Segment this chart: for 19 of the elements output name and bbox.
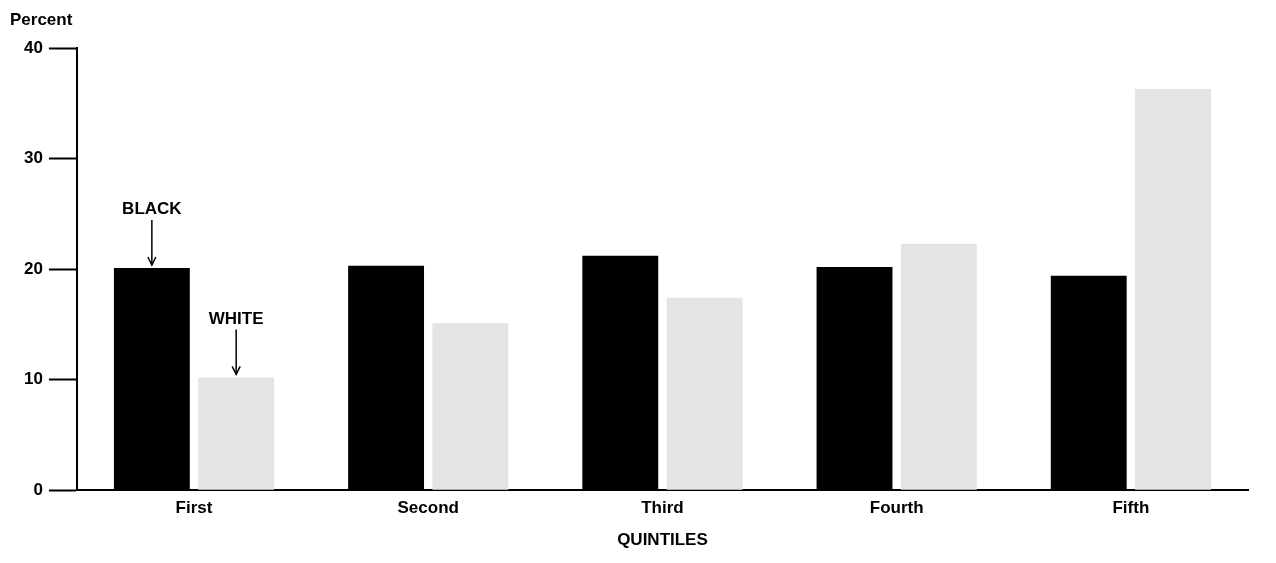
y-tick-label: 30	[23, 148, 43, 168]
x-axis-title: QUINTILES	[617, 530, 708, 550]
x-tick-label: First	[175, 498, 213, 518]
x-tick-label: Third	[641, 498, 684, 518]
bar	[900, 243, 977, 490]
y-tick-label: 10	[23, 369, 43, 389]
y-axis-title: Percent	[10, 10, 73, 30]
bar	[198, 377, 275, 490]
x-tick-label: Fourth	[869, 498, 924, 518]
text: BLACK	[122, 199, 183, 219]
bar	[666, 297, 743, 490]
y-tick-label: 20	[23, 258, 43, 278]
text: WHITE	[208, 308, 264, 328]
x-tick-label: Second	[397, 498, 459, 518]
bar	[1135, 88, 1211, 490]
y-tick-label: 40	[23, 37, 43, 57]
bar	[432, 323, 509, 490]
y-tick-label: 0	[33, 479, 43, 499]
x-tick-label: Fifth	[1112, 498, 1150, 518]
